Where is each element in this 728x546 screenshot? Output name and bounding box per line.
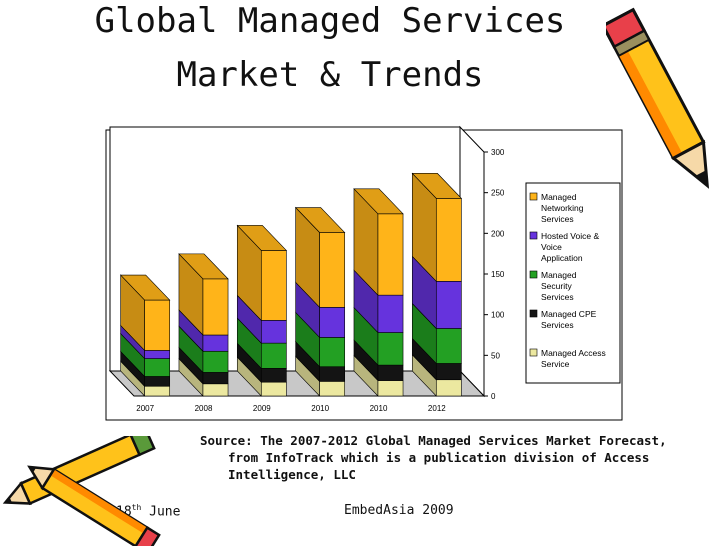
slide-title-line-2: Market & Trends [176, 55, 484, 95]
bar-segment [202, 372, 229, 385]
legend-swatch [529, 231, 538, 240]
bar-top [236, 225, 288, 251]
legend-label: Managed CPE [541, 309, 597, 319]
legend-swatch [529, 309, 538, 318]
y-tick-label: 0 [491, 392, 496, 401]
footer-event: EmbedAsia 2009 [344, 503, 454, 518]
bar-stack [294, 206, 346, 397]
bar-top [294, 207, 346, 233]
bar-segment [260, 368, 287, 383]
footer-date-suffix: th [131, 503, 142, 512]
bar-segment [319, 232, 346, 308]
bar-stack [353, 188, 404, 397]
legend-label: Services [541, 292, 574, 302]
source-note: Source: The 2007-2012 Global Managed Ser… [200, 433, 667, 482]
bar-segment [319, 307, 346, 338]
legend-label: Service [541, 359, 570, 369]
bar-segment [435, 281, 462, 329]
bar-segment [202, 383, 229, 397]
bar-segment [377, 364, 404, 381]
y-tick-label: 200 [491, 229, 505, 238]
bar-segment [377, 294, 404, 333]
bar-segment [435, 198, 462, 282]
pencils-icon [2, 436, 161, 546]
bar-segment [202, 350, 229, 373]
bar-top [119, 274, 171, 301]
bar-segment [202, 278, 229, 336]
legend-label: Services [541, 214, 574, 224]
bar-segment [260, 250, 287, 321]
legend-label: Managed [541, 270, 577, 280]
y-tick-label: 300 [491, 148, 505, 157]
bar-segment [435, 379, 462, 397]
legend-label: Networking [541, 203, 584, 213]
bar-segment [319, 366, 346, 382]
bar-stack [411, 172, 463, 397]
bar-stack [178, 253, 229, 397]
y-tick-label: 250 [491, 189, 505, 198]
x-tick-label: 2009 [253, 404, 271, 413]
bar-segment [260, 320, 287, 344]
slide-title-line-1: Global Managed Services [94, 1, 566, 41]
bar-segment [202, 334, 229, 352]
bar-segment [260, 381, 287, 397]
legend-swatch [529, 348, 538, 357]
legend-swatch [529, 270, 538, 279]
legend-box [525, 182, 621, 384]
bar-segment [377, 380, 404, 397]
bar-stack [119, 274, 171, 397]
legend-label: Security [541, 281, 572, 291]
bar-segment [319, 381, 346, 397]
x-tick-label: 2008 [195, 404, 213, 413]
legend-label: Application [541, 253, 583, 263]
footer-date-month: June [141, 504, 181, 520]
bar-segment [144, 385, 171, 397]
pencil-icon [606, 7, 710, 189]
bar-segment [319, 337, 346, 368]
bar-segment [435, 328, 462, 364]
legend-label: Services [541, 320, 574, 330]
bar-segment [144, 350, 171, 359]
x-tick-label: 2007 [136, 404, 154, 413]
bar-segment [144, 299, 171, 351]
bar-segment [377, 213, 404, 296]
legend-label: Managed Access [541, 348, 606, 358]
bar-segment [435, 363, 462, 381]
bar-top [353, 188, 404, 215]
x-tick-label: 2012 [428, 404, 446, 413]
bar-stack [236, 224, 288, 397]
x-tick-label: 2010 [311, 404, 329, 413]
x-tick-label: 2010 [370, 404, 388, 413]
legend-label: Voice [541, 242, 562, 252]
legend-label: Managed [541, 192, 577, 202]
bar-segment [260, 342, 287, 369]
bar-segment [144, 376, 171, 387]
y-tick-label: 150 [491, 270, 505, 279]
side-wall [459, 125, 485, 398]
y-tick-label: 100 [491, 311, 505, 320]
bar-segment [144, 358, 171, 377]
legend-label: Hosted Voice & [541, 231, 599, 241]
y-tick-label: 50 [491, 351, 500, 360]
bar-top [411, 173, 463, 199]
bar-top [178, 253, 229, 280]
bar-segment [377, 332, 404, 366]
legend-swatch [529, 192, 538, 201]
